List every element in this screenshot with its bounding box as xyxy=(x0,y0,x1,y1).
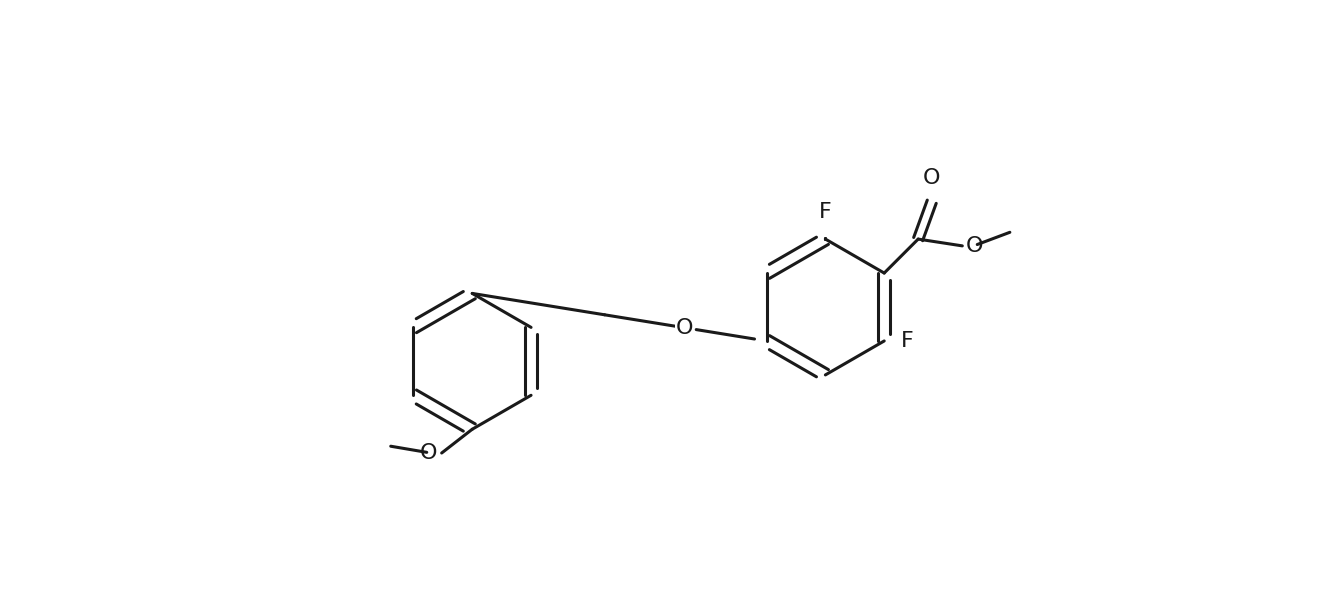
Text: O: O xyxy=(923,168,941,188)
Text: O: O xyxy=(419,443,438,463)
Text: O: O xyxy=(675,317,693,338)
Text: O: O xyxy=(966,236,983,256)
Text: F: F xyxy=(902,331,913,351)
Text: F: F xyxy=(818,202,832,222)
